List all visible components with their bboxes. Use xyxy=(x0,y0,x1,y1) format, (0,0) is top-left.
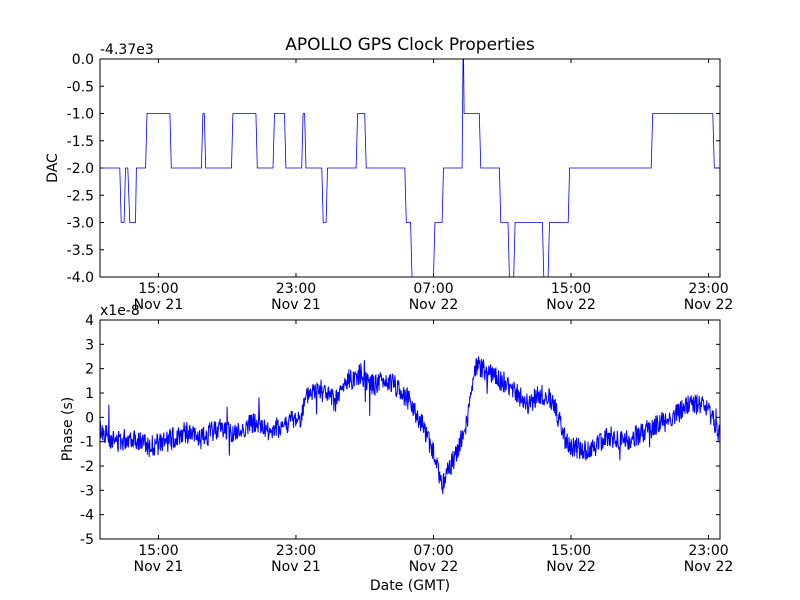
phase-y-tick-label: -1 xyxy=(80,435,94,451)
dac-x-tick-date-label: Nov 22 xyxy=(546,297,596,313)
phase-y-tick-label: -5 xyxy=(80,532,94,548)
phase-x-tick-time-label: 23:00 xyxy=(688,543,728,559)
phase-x-tick-date-label: Nov 22 xyxy=(409,559,459,575)
dac-panel: -4.37e3 DAC 0.0 -0.5 -1.0 -1.5 -2.0 -2.5 -3.0 -… xyxy=(45,42,733,313)
phase-x-tick-date-label: Nov 22 xyxy=(546,559,596,575)
dac-offset-label: -4.37e3 xyxy=(100,42,154,58)
dac-y-ticks: 0.0 -0.5 -1.0 -1.5 -2.0 -2.5 -3.0 -3.5 -4.0 xyxy=(67,52,720,286)
phase-x-tick-time-label: 15:00 xyxy=(551,543,591,559)
phase-series-line xyxy=(100,356,720,495)
phase-plot-area xyxy=(100,356,720,495)
dac-x-tick-time-label: 15:00 xyxy=(551,281,591,297)
dac-plot-area xyxy=(100,58,720,278)
phase-x-axis-label: Date (GMT) xyxy=(370,578,450,594)
dac-y-tick-label: -2.0 xyxy=(67,161,94,177)
dac-y-tick-label: -3.5 xyxy=(67,243,94,259)
phase-x-tick-time-label: 15:00 xyxy=(138,543,178,559)
phase-x-tick-time-label: 23:00 xyxy=(276,543,316,559)
dac-y-tick-label: -3.0 xyxy=(67,216,94,232)
dac-x-tick-time-label: 23:00 xyxy=(276,281,316,297)
phase-offset-label: x1e-8 xyxy=(100,303,140,319)
phase-y-tick-label: -2 xyxy=(80,459,94,475)
dac-y-tick-label: -1.0 xyxy=(67,107,94,123)
phase-x-tick-date-label: Nov 21 xyxy=(271,559,321,575)
phase-y-tick-label: -4 xyxy=(80,508,94,524)
phase-x-tick-date-label: Nov 21 xyxy=(134,559,184,575)
dac-x-tick-time-label: 15:00 xyxy=(138,281,178,297)
dac-series-line xyxy=(100,58,720,278)
dac-y-tick-label: 0.0 xyxy=(72,52,94,68)
phase-y-axis-label: Phase (s) xyxy=(60,397,76,461)
phase-y-tick-label: 2 xyxy=(85,362,94,378)
dac-x-tick-time-label: 07:00 xyxy=(413,281,453,297)
dac-x-tick-date-label: Nov 21 xyxy=(271,297,321,313)
dac-x-tick-date-label: Nov 22 xyxy=(409,297,459,313)
dac-axes-frame xyxy=(99,58,721,278)
phase-x-tick-time-label: 07:00 xyxy=(413,543,453,559)
dac-y-tick-label: -2.5 xyxy=(67,188,94,204)
phase-y-tick-label: 1 xyxy=(85,386,94,402)
dac-y-tick-label: -4.0 xyxy=(67,270,94,286)
dac-y-axis-label: DAC xyxy=(45,153,61,183)
phase-y-ticks: 4 3 2 1 0 -1 -2 -3 -4 -5 xyxy=(80,313,720,548)
dac-x-tick-date-label: Nov 21 xyxy=(134,297,184,313)
phase-x-tick-date-label: Nov 22 xyxy=(684,559,734,575)
dac-y-tick-label: -1.5 xyxy=(67,134,94,150)
chart-title: APOLLO GPS Clock Properties xyxy=(285,35,535,55)
dac-y-tick-label: -0.5 xyxy=(67,79,94,95)
phase-y-tick-label: -3 xyxy=(80,483,94,499)
phase-y-tick-label: 4 xyxy=(85,313,94,329)
phase-y-tick-label: 3 xyxy=(85,337,94,353)
dac-x-tick-time-label: 23:00 xyxy=(688,281,728,297)
phase-axes-frame xyxy=(99,319,721,540)
phase-y-tick-label: 0 xyxy=(85,410,94,426)
dac-x-tick-date-label: Nov 22 xyxy=(684,297,734,313)
